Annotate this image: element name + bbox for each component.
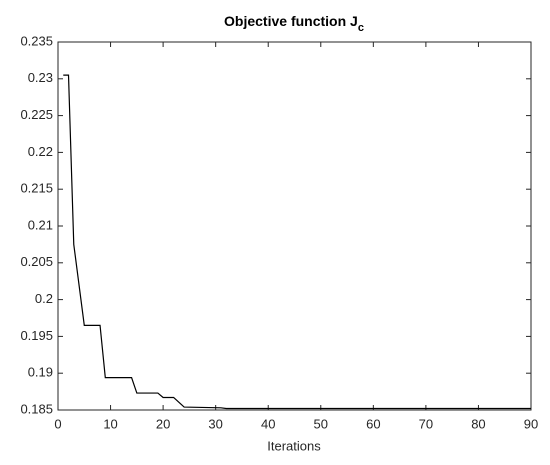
x-tick-label: 10 <box>103 416 117 431</box>
title-main: Objective function J <box>224 13 358 29</box>
x-tick-label: 50 <box>314 416 328 431</box>
y-tick-label: 0.2 <box>35 291 53 306</box>
y-tick-label: 0.21 <box>28 217 53 232</box>
y-tick-label: 0.22 <box>28 144 53 159</box>
x-tick-label: 30 <box>208 416 222 431</box>
x-tick-label: 70 <box>419 416 433 431</box>
x-tick-label: 0 <box>54 416 61 431</box>
x-tick-label: 60 <box>366 416 380 431</box>
y-tick-label: 0.19 <box>28 365 53 380</box>
y-tick-label: 0.195 <box>20 328 53 343</box>
x-tick-label: 20 <box>156 416 170 431</box>
y-tick-label: 0.215 <box>20 181 53 196</box>
chart-title: Objective function Jc <box>224 13 364 34</box>
x-tick-label: 40 <box>261 416 275 431</box>
y-tick-label: 0.205 <box>20 254 53 269</box>
x-tick-label: 90 <box>524 416 538 431</box>
y-tick-label: 0.235 <box>20 33 53 48</box>
y-tick-label: 0.225 <box>20 107 53 122</box>
x-axis-label: Iterations <box>267 438 321 453</box>
y-tick-label: 0.23 <box>28 70 53 85</box>
title-subscript: c <box>358 22 364 34</box>
y-tick-label: 0.185 <box>20 401 53 416</box>
line <box>63 74 531 410</box>
x-tick-label: 80 <box>471 416 485 431</box>
